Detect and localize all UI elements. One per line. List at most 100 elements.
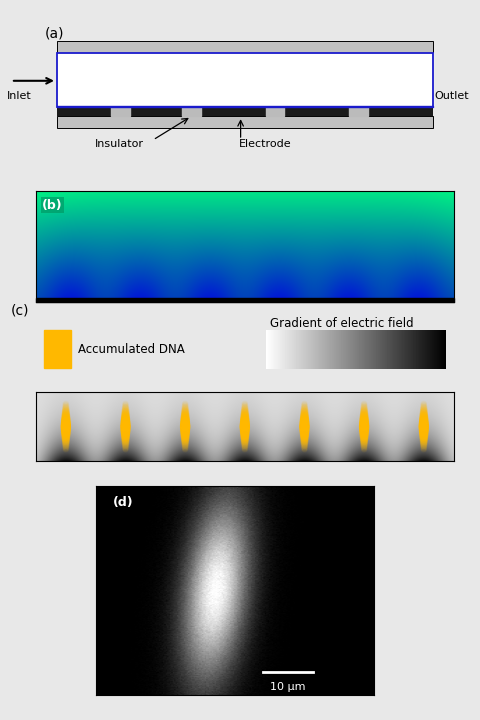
Text: (b): (b) [42,199,63,212]
Ellipse shape [240,424,249,428]
Ellipse shape [242,446,248,451]
Ellipse shape [123,404,128,408]
Ellipse shape [61,428,70,432]
Ellipse shape [241,408,248,412]
Ellipse shape [181,432,189,436]
Bar [57,53,433,107]
Ellipse shape [181,423,190,426]
Bar [57,107,433,117]
Ellipse shape [420,421,428,425]
Ellipse shape [420,418,428,421]
Bar [349,107,368,117]
Ellipse shape [301,443,308,446]
Ellipse shape [300,432,309,436]
Ellipse shape [181,429,189,433]
Ellipse shape [301,410,308,413]
Text: Insulator: Insulator [95,138,144,148]
Ellipse shape [62,412,69,416]
Ellipse shape [122,437,129,441]
Ellipse shape [63,441,69,445]
Ellipse shape [302,446,307,451]
Ellipse shape [181,435,189,438]
Ellipse shape [182,402,188,407]
Ellipse shape [62,432,70,436]
Ellipse shape [182,440,188,444]
Ellipse shape [420,438,427,443]
Ellipse shape [122,444,128,448]
Ellipse shape [421,401,426,405]
Text: 10 μm: 10 μm [270,683,306,692]
Ellipse shape [61,421,70,425]
Ellipse shape [241,410,248,415]
Ellipse shape [241,416,249,420]
Ellipse shape [421,446,427,449]
Ellipse shape [241,437,248,441]
Ellipse shape [63,448,68,452]
Ellipse shape [180,424,190,428]
Ellipse shape [242,444,248,448]
Ellipse shape [301,441,308,445]
Ellipse shape [300,428,309,432]
Ellipse shape [420,428,428,432]
Ellipse shape [300,433,308,437]
Ellipse shape [421,444,427,448]
Ellipse shape [182,444,188,448]
Ellipse shape [121,423,130,426]
Ellipse shape [241,419,249,423]
Ellipse shape [61,427,70,431]
Ellipse shape [420,412,427,416]
Ellipse shape [420,410,427,413]
Ellipse shape [121,433,129,437]
Text: Gradient of electric field: Gradient of electric field [270,317,413,330]
Ellipse shape [360,416,368,420]
Ellipse shape [301,412,308,416]
Ellipse shape [240,429,249,433]
Ellipse shape [300,416,308,420]
Ellipse shape [242,446,248,449]
Ellipse shape [420,433,428,437]
Ellipse shape [181,415,189,418]
Bar [182,107,201,117]
Ellipse shape [419,424,428,428]
Ellipse shape [121,418,130,421]
Text: Outlet: Outlet [435,91,469,101]
Ellipse shape [302,402,307,407]
Ellipse shape [361,444,367,448]
Ellipse shape [420,413,427,417]
Ellipse shape [181,433,189,437]
Ellipse shape [242,404,248,408]
Ellipse shape [361,410,368,415]
Ellipse shape [63,401,68,405]
Ellipse shape [122,440,129,444]
Bar [57,42,433,53]
Ellipse shape [421,443,427,446]
Ellipse shape [122,436,129,440]
Ellipse shape [360,413,368,417]
Ellipse shape [62,435,70,438]
Text: Electrode: Electrode [240,138,292,148]
Ellipse shape [240,426,249,429]
Ellipse shape [123,402,128,407]
Ellipse shape [240,420,249,424]
Ellipse shape [121,421,130,425]
Ellipse shape [63,408,69,412]
Ellipse shape [62,433,70,437]
Ellipse shape [361,440,367,444]
Ellipse shape [63,443,69,446]
Ellipse shape [360,421,369,425]
Ellipse shape [121,428,130,432]
Ellipse shape [301,415,308,418]
Ellipse shape [361,405,367,409]
Ellipse shape [360,435,368,438]
Ellipse shape [62,431,70,434]
Ellipse shape [63,404,69,408]
Ellipse shape [63,446,69,449]
Ellipse shape [61,429,70,433]
Ellipse shape [302,448,307,452]
Ellipse shape [361,448,367,452]
Ellipse shape [182,446,188,449]
Ellipse shape [301,444,307,448]
Ellipse shape [122,408,129,412]
Ellipse shape [361,441,367,445]
Ellipse shape [420,419,428,423]
